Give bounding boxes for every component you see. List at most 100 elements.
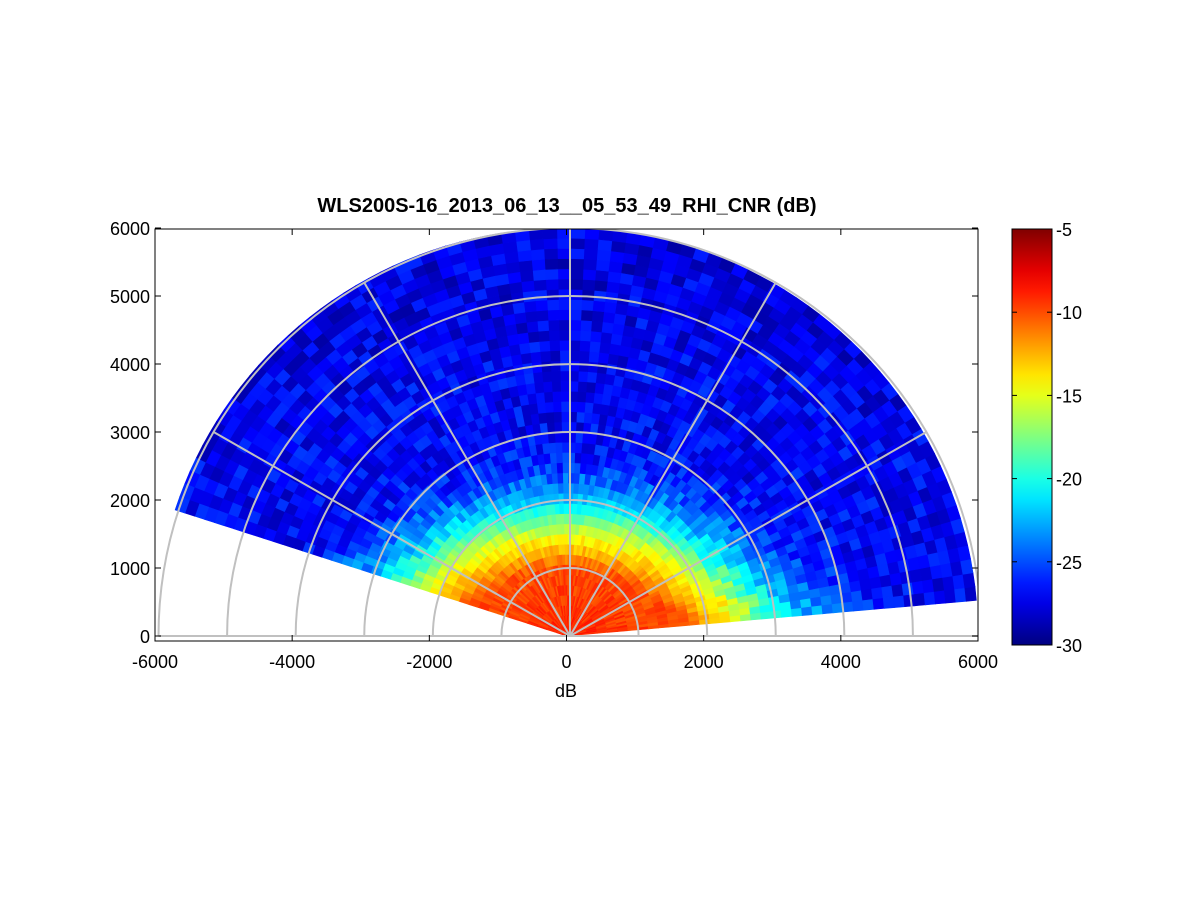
- cnr-cell: [516, 332, 530, 345]
- colorbar-tick-label: -25: [1056, 553, 1082, 573]
- cnr-cell: [569, 319, 582, 331]
- cnr-cell: [543, 391, 554, 403]
- colorbar-tick-label: -20: [1056, 470, 1082, 490]
- cnr-cell: [563, 513, 569, 525]
- cnr-cell: [572, 492, 579, 505]
- cnr-cell: [554, 431, 563, 443]
- cnr-cell: [545, 288, 559, 301]
- cnr-cell: [540, 360, 552, 373]
- cnr-cell: [545, 278, 559, 291]
- cnr-cell: [532, 371, 544, 384]
- cnr-cell: [518, 259, 533, 273]
- cnr-cell: [560, 390, 570, 402]
- cnr-cell: [511, 301, 526, 315]
- cnr-cell: [518, 342, 531, 355]
- cnr-cell: [529, 238, 545, 251]
- cnr-cell: [608, 343, 621, 356]
- polar-spoke: [569, 431, 927, 637]
- cnr-cell: [520, 280, 535, 293]
- polar-ring: [157, 229, 978, 637]
- cnr-cell: [574, 431, 584, 444]
- cnr-cell: [545, 411, 555, 424]
- cnr-cell: [539, 350, 551, 363]
- cnr-cell: [549, 350, 561, 362]
- cnr-cell: [576, 401, 586, 413]
- cnr-cell: [575, 411, 585, 423]
- x-tick-label: -6000: [132, 652, 178, 672]
- cnr-cell: [596, 249, 612, 262]
- cnr-cell: [550, 360, 561, 372]
- cnr-cell: [542, 381, 553, 393]
- cnr-cell: [519, 270, 534, 283]
- cnr-cell: [522, 290, 536, 303]
- cnr-cell: [913, 592, 926, 607]
- cnr-cell: [510, 291, 525, 305]
- cnr-cell: [892, 594, 906, 608]
- cnr-cell: [561, 421, 570, 433]
- cnr-cell: [559, 370, 570, 382]
- plot-area: -6000 -4000 -2000 0 2000 4000 6000 0 1000 2000 30…: [110, 219, 998, 672]
- cnr-cell: [572, 482, 580, 494]
- cnr-cell: [536, 319, 550, 332]
- cnr-cell: [513, 311, 527, 325]
- cnr-cell: [577, 370, 589, 383]
- cnr-cell: [556, 462, 563, 474]
- cnr-cell: [573, 472, 580, 484]
- polar-spoke: [213, 431, 571, 637]
- cnr-cell: [559, 360, 570, 372]
- cnr-cell: [583, 238, 599, 250]
- y-tick-label: 4000: [110, 355, 150, 375]
- cnr-cell: [954, 587, 967, 603]
- cnr-cell: [542, 237, 558, 250]
- cnr-cell: [515, 239, 531, 252]
- colorbar-tick-label: -5: [1056, 220, 1072, 240]
- x-tick-label: 2000: [684, 652, 724, 672]
- cnr-cell: [606, 270, 622, 284]
- cnr-cell: [594, 382, 605, 395]
- cnr-cell: [862, 598, 875, 611]
- cnr-cell: [578, 350, 590, 362]
- cnr-cell: [553, 421, 563, 433]
- colorbar: -5 -10 -15 -20 -25 -30: [1011, 220, 1082, 656]
- cnr-cell: [556, 472, 564, 484]
- cnr-cell: [557, 278, 571, 290]
- colorbar-tick-label: -10: [1056, 303, 1082, 323]
- cnr-cell: [562, 472, 569, 484]
- cnr-cell: [552, 401, 562, 413]
- cnr-cell: [578, 360, 589, 372]
- cnr-cell: [943, 588, 957, 604]
- cnr-cell: [559, 350, 570, 362]
- colorbar-tick-label: -30: [1056, 636, 1082, 656]
- cnr-cell: [891, 583, 904, 597]
- cnr-cell: [570, 229, 586, 239]
- cnr-cell: [599, 331, 613, 344]
- cnr-cell: [571, 503, 578, 515]
- cnr-cell: [523, 300, 537, 313]
- cnr-cell: [583, 248, 598, 261]
- y-tick-label: 6000: [110, 219, 150, 239]
- cnr-cell: [535, 309, 549, 322]
- cnr-cell: [569, 268, 584, 280]
- cnr-cell: [923, 591, 936, 606]
- x-tick-label: 0: [561, 652, 571, 672]
- colorbar-tick-label: -15: [1056, 386, 1082, 406]
- cnr-cell: [560, 411, 570, 423]
- cnr-cell: [561, 431, 570, 443]
- cnr-cell: [872, 597, 885, 610]
- cnr-cell: [587, 361, 599, 373]
- cnr-cell: [554, 441, 563, 454]
- cnr-cell: [860, 588, 874, 601]
- cnr-cell: [601, 321, 614, 334]
- cnr-cell: [556, 237, 572, 249]
- cnr-cell: [533, 289, 548, 302]
- cnr-cell: [532, 269, 547, 281]
- cnr-cell: [575, 421, 584, 433]
- cnr-cell: [921, 578, 935, 594]
- cnr-cell: [562, 492, 569, 504]
- cnr-cell: [547, 309, 560, 321]
- cnr-cell: [542, 229, 558, 240]
- x-tick-label: 6000: [958, 652, 998, 672]
- cnr-cell: [569, 309, 582, 321]
- cnr-cell: [595, 259, 610, 272]
- cnr-cell: [570, 248, 585, 260]
